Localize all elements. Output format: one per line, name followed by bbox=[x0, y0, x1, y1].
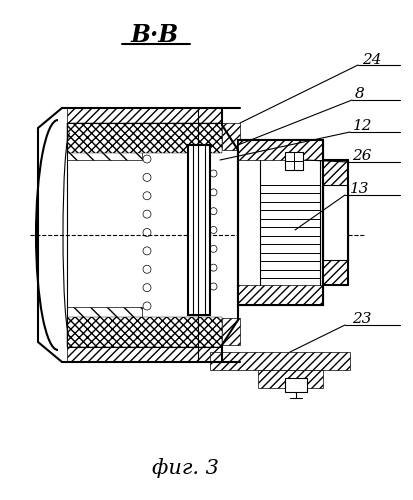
Bar bbox=[221, 123, 240, 150]
Text: 13: 13 bbox=[349, 182, 369, 196]
Text: 12: 12 bbox=[352, 119, 372, 133]
Bar bbox=[237, 140, 322, 160]
Bar bbox=[67, 108, 221, 123]
Bar bbox=[67, 347, 221, 362]
Bar bbox=[322, 160, 347, 185]
Bar bbox=[237, 140, 322, 305]
Text: 23: 23 bbox=[351, 312, 370, 326]
Bar bbox=[284, 378, 306, 392]
Text: 26: 26 bbox=[351, 149, 370, 163]
Bar bbox=[322, 185, 347, 260]
Bar bbox=[67, 123, 221, 153]
Text: 24: 24 bbox=[361, 53, 380, 67]
Bar bbox=[237, 285, 322, 305]
Text: фиг. 3: фиг. 3 bbox=[151, 458, 218, 478]
Text: В·В: В·В bbox=[131, 23, 179, 47]
Bar bbox=[322, 260, 347, 285]
Bar bbox=[209, 352, 349, 370]
Text: 8: 8 bbox=[354, 87, 364, 101]
Bar bbox=[284, 152, 302, 170]
Bar bbox=[221, 318, 240, 345]
Bar bbox=[67, 317, 221, 347]
Bar bbox=[67, 307, 142, 347]
Bar bbox=[188, 145, 209, 315]
Bar bbox=[67, 123, 142, 160]
Bar bbox=[257, 370, 322, 388]
